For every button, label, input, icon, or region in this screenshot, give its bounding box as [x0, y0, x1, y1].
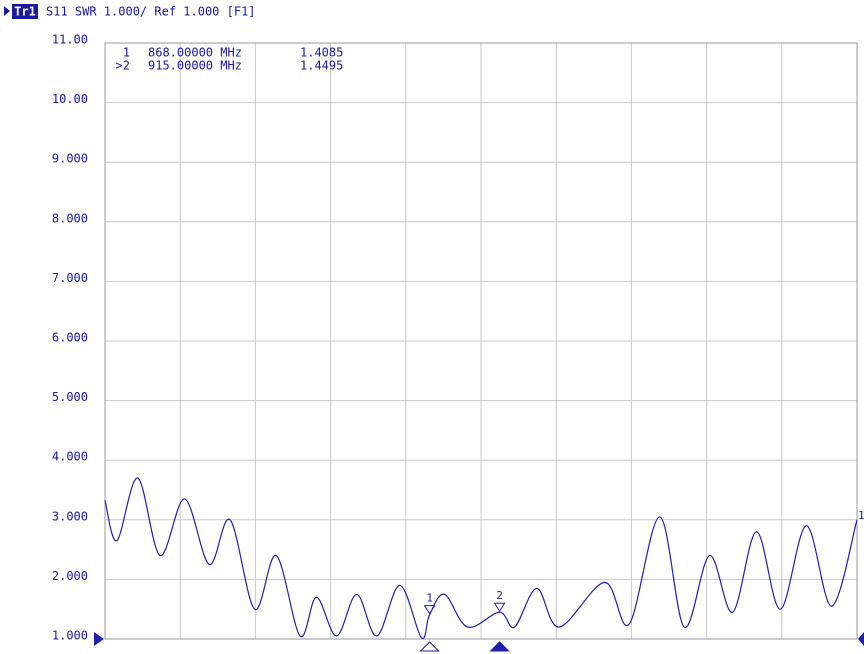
y-tick-label: 7.000 — [52, 271, 88, 285]
marker-readout-id: 1 — [123, 46, 130, 60]
marker-readout-id: >2 — [116, 59, 130, 73]
trace-badge — [12, 4, 38, 19]
marker-readout-freq: 868.00000 MHz — [148, 46, 242, 60]
trace-line — [104, 477, 858, 640]
marker-readout-freq: 915.00000 MHz — [148, 59, 242, 73]
plot-frame — [104, 42, 858, 640]
marker-flag-label: 2 — [496, 589, 503, 602]
y-tick-label: 11.00 — [52, 33, 88, 47]
trace-name: Tr1 — [14, 5, 36, 19]
ref-arrow-left — [94, 632, 104, 646]
marker-readout-value: 1.4495 — [300, 59, 343, 73]
y-tick-label: 9.000 — [52, 152, 88, 166]
ref-arrow-right — [858, 632, 864, 646]
y-tick-label: 5.000 — [52, 390, 88, 404]
marker-flag — [493, 602, 506, 613]
trace-arrow — [4, 6, 10, 16]
y-tick-label: 2.000 — [52, 569, 88, 583]
marker-readout-value: 1.4085 — [300, 46, 343, 60]
stimulus-marker — [419, 641, 440, 652]
y-tick-label: 4.000 — [52, 450, 88, 464]
marker-flag-label: 1 — [426, 592, 433, 605]
y-tick-label: 1.000 — [52, 629, 88, 643]
y-tick-label: 8.000 — [52, 211, 88, 225]
marker-flag — [423, 605, 436, 615]
y-tick-label: 10.00 — [52, 92, 88, 106]
y-tick-label: 6.000 — [52, 331, 88, 345]
trace-end-label: 1 — [858, 509, 864, 522]
y-tick-label: 3.000 — [52, 509, 88, 523]
stimulus-marker — [489, 641, 510, 652]
trace-header: S11 SWR 1.000/ Ref 1.000 [F1] — [46, 5, 256, 19]
